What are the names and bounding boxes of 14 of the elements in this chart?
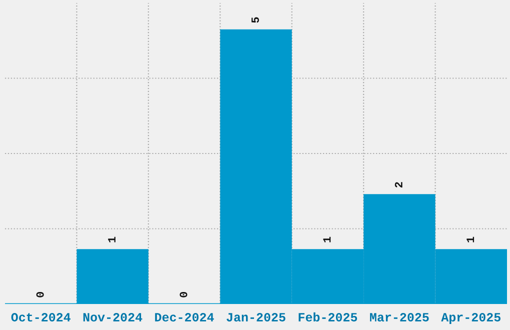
data-label: 0 — [36, 292, 44, 298]
data-label: 5 — [252, 17, 259, 23]
x-tick-label: Apr-2025 — [441, 313, 500, 324]
data-label: 0 — [180, 292, 188, 298]
x-tick-label: Feb-2025 — [298, 312, 358, 322]
data-label: 1 — [108, 236, 116, 242]
x-tick-label: Oct-2024 — [11, 313, 70, 322]
data-label: 2 — [394, 182, 402, 188]
x-tick-label: Mar-2025 — [370, 313, 429, 322]
x-tick-label: Jan-2025 — [226, 313, 286, 322]
x-tick-label: Nov-2024 — [83, 313, 142, 322]
data-label: 1 — [323, 236, 331, 242]
x-tick-label: Dec-2024 — [155, 313, 214, 322]
data-label: 1 — [466, 236, 474, 242]
